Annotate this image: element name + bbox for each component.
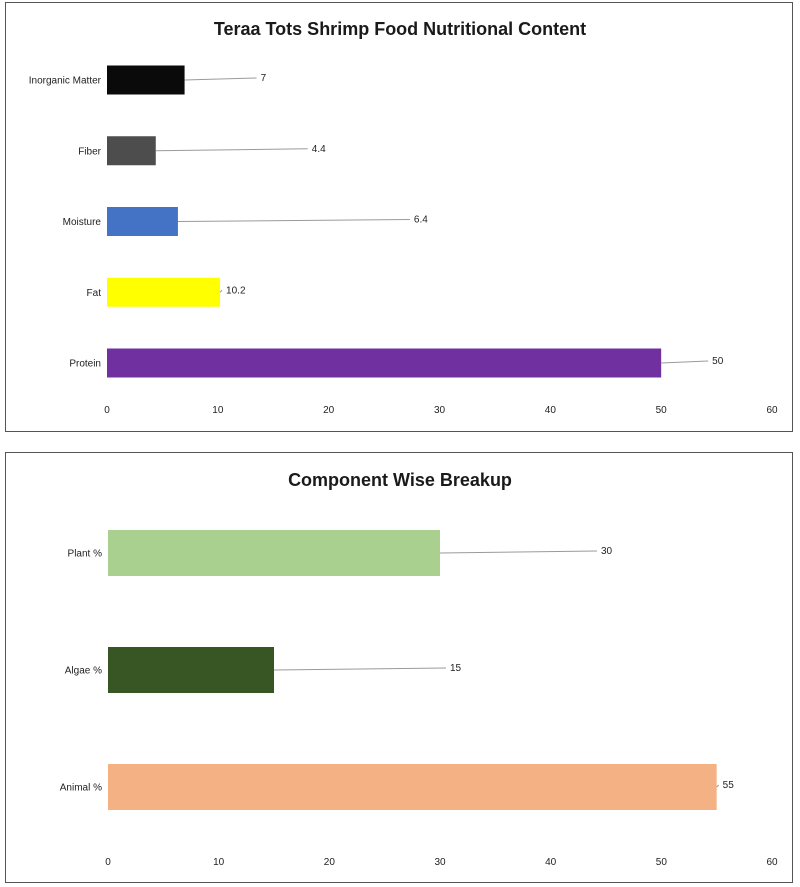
- leader-line: [184, 77, 257, 81]
- x-tick-label: 10: [212, 405, 224, 416]
- x-tick-label: 30: [434, 857, 446, 868]
- component-breakup-chart: Component Wise Breakup Plant % 30 Algae % 1…: [5, 452, 793, 883]
- bar: [107, 136, 156, 166]
- category-label: Fat: [87, 288, 102, 299]
- x-tick-label: 0: [105, 857, 111, 868]
- data-label: 15: [450, 663, 462, 674]
- leader-line: [716, 784, 720, 788]
- data-label: 7: [261, 73, 267, 84]
- data-label: 30: [601, 546, 613, 557]
- category-label: Plant %: [68, 549, 103, 560]
- x-tick-label: 40: [545, 405, 557, 416]
- data-label: 6.4: [414, 215, 428, 226]
- category-label: Animal %: [60, 783, 102, 794]
- x-tick-label: 0: [104, 405, 110, 416]
- x-tick-label: 60: [766, 405, 778, 416]
- component-breakup-plot: Component Wise Breakup Plant % 30 Algae % 1…: [60, 470, 778, 868]
- x-tick-label: 50: [656, 405, 668, 416]
- category-label: Fiber: [78, 146, 101, 157]
- nutritional-content-chart: Teraa Tots Shrimp Food Nutritional Conte…: [5, 2, 793, 432]
- chart-title: Teraa Tots Shrimp Food Nutritional Conte…: [214, 19, 586, 39]
- bar: [107, 207, 178, 236]
- leader-line: [219, 289, 223, 293]
- data-label: 10.2: [226, 285, 246, 296]
- leader-line: [177, 219, 410, 222]
- data-label: 4.4: [312, 144, 326, 155]
- category-label: Algae %: [65, 666, 102, 677]
- chart-title: Component Wise Breakup: [288, 470, 512, 490]
- bar: [108, 530, 440, 576]
- data-label: 55: [723, 780, 735, 791]
- x-tick-label: 10: [213, 857, 225, 868]
- x-tick-label: 20: [324, 857, 336, 868]
- leader-line: [155, 148, 308, 152]
- category-label: Moisture: [63, 217, 102, 228]
- bar: [108, 647, 274, 693]
- category-label: Protein: [69, 359, 101, 370]
- leader-line: [661, 360, 709, 364]
- x-tick-label: 60: [766, 857, 778, 868]
- bar: [107, 65, 185, 95]
- leader-line: [273, 667, 447, 671]
- bar: [108, 764, 717, 810]
- x-tick-label: 30: [434, 405, 446, 416]
- nutritional-content-plot: Teraa Tots Shrimp Food Nutritional Conte…: [29, 19, 778, 416]
- x-tick-label: 20: [323, 405, 335, 416]
- category-label: Inorganic Matter: [29, 76, 102, 87]
- x-tick-label: 40: [545, 857, 557, 868]
- leader-line: [439, 550, 598, 554]
- bar: [107, 348, 662, 378]
- x-tick-label: 50: [656, 857, 668, 868]
- bar: [107, 277, 221, 307]
- data-label: 50: [712, 356, 724, 367]
